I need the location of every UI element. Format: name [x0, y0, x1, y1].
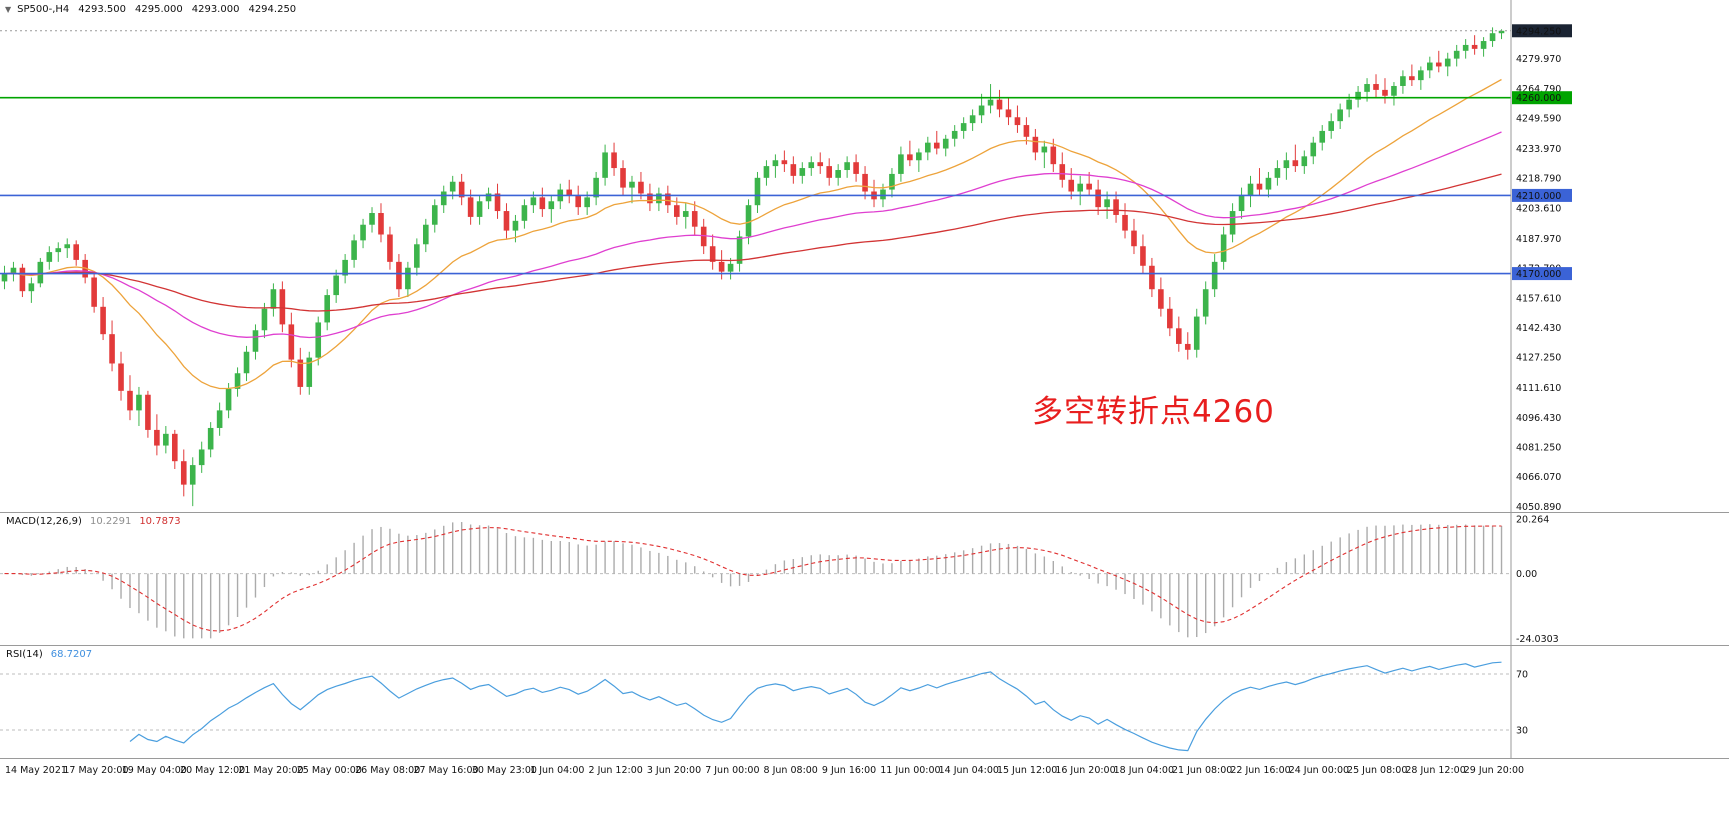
macd-signal-line	[4, 525, 1502, 632]
time-axis-label: 24 Jun 00:00	[1288, 765, 1350, 776]
time-axis-label: 3 Jun 20:00	[646, 765, 702, 776]
main-chart-canvas[interactable]: 4279.970 4264.790 4249.590 4233.970 4218.790…	[0, 0, 1729, 512]
macd-scale-label: 0.00	[1516, 569, 1537, 580]
time-axis-label: 14 Jun 04:00	[938, 765, 999, 776]
rsi-value: 68.7207	[50, 649, 93, 660]
time-axis-label: 21 Jun 08:00	[1172, 765, 1233, 776]
time-axis-label: 26 May 08:00	[355, 765, 421, 776]
svg-text:4170.000: 4170.000	[1516, 269, 1561, 280]
svg-text:4294.250: 4294.250	[1516, 26, 1561, 37]
rsi-title: RSI(14)	[6, 649, 43, 660]
macd-canvas[interactable]: 20.264 0.00 -24.0303	[0, 513, 1729, 645]
macd-value-signal: 10.7873	[139, 516, 181, 527]
macd-histogram	[12, 522, 1503, 639]
svg-text:4233.970: 4233.970	[1516, 144, 1561, 155]
rsi-canvas[interactable]: 70 30	[0, 646, 1729, 758]
candlestick-layer	[1, 27, 1505, 507]
ohlc-close: 4294.250	[248, 4, 297, 15]
time-axis-label: 1 Jun 04:00	[530, 765, 585, 776]
price-scale-labels[interactable]: 4279.970 4264.790 4249.590 4233.970 4218.790…	[1516, 54, 1561, 512]
main-chart-panel[interactable]: 4279.970 4264.790 4249.590 4233.970 4218.790…	[0, 0, 1729, 512]
svg-text:4127.250: 4127.250	[1516, 353, 1561, 364]
ohlc-low: 4293.000	[191, 4, 240, 15]
price-tag-4260.000: 4260.000	[1512, 91, 1572, 105]
time-axis-label: 15 Jun 12:00	[996, 765, 1058, 776]
time-axis-label: 19 May 04:00	[121, 765, 187, 776]
time-axis-label: 20 May 12:00	[180, 765, 246, 776]
svg-text:4279.970: 4279.970	[1516, 54, 1561, 65]
svg-text:4264.790: 4264.790	[1516, 84, 1561, 95]
ohlc-toggle-icon[interactable]: ▼	[5, 5, 12, 14]
annotation-text[interactable]: 多空转折点4260	[1032, 394, 1275, 430]
svg-text:4249.590: 4249.590	[1516, 114, 1561, 125]
svg-text:4066.070: 4066.070	[1516, 472, 1561, 483]
time-axis-label: 25 May 00:00	[296, 765, 362, 776]
svg-text:4157.610: 4157.610	[1516, 293, 1561, 304]
rsi-line	[129, 661, 1502, 752]
time-axis-label: 25 Jun 08:00	[1347, 765, 1408, 776]
macd-panel[interactable]: 20.264 0.00 -24.0303 MACD(12,26,9) 10.2291…	[0, 512, 1729, 645]
time-axis-label: 8 Jun 08:00	[763, 765, 818, 776]
ma-slow-line	[4, 173, 1502, 312]
rsi-scale-label: 70	[1516, 670, 1528, 681]
svg-text:4111.610: 4111.610	[1516, 383, 1561, 394]
macd-title: MACD(12,26,9)	[6, 516, 82, 527]
ohlc-open: 4293.500	[78, 4, 127, 15]
svg-text:4203.610: 4203.610	[1516, 203, 1561, 214]
time-axis-label: 30 May 23:00	[471, 765, 537, 776]
chart-header: ▼ SP500-,H4 4293.500 4295.000 4293.000 4…	[5, 4, 296, 15]
time-axis-label: 17 May 20:00	[63, 765, 129, 776]
chart-symbol-timeframe: SP500-,H4	[17, 4, 70, 15]
time-axis-label: 29 Jun 20:00	[1463, 765, 1525, 776]
macd-header: MACD(12,26,9) 10.2291 10.7873	[6, 516, 181, 527]
svg-text:4081.250: 4081.250	[1516, 443, 1561, 454]
time-axis-label: 2 Jun 12:00	[588, 765, 643, 776]
svg-text:4210.000: 4210.000	[1516, 191, 1561, 202]
price-tag-4210.000: 4210.000	[1512, 188, 1572, 202]
svg-text:4187.970: 4187.970	[1516, 234, 1561, 245]
rsi-panel[interactable]: 70 30 RSI(14) 68.7207	[0, 645, 1729, 758]
svg-text:4260.000: 4260.000	[1516, 93, 1561, 104]
time-axis-label: 9 Jun 16:00	[821, 765, 877, 776]
macd-scale-label: -24.0303	[1516, 634, 1559, 645]
macd-value-main: 10.2291	[89, 516, 132, 527]
ma-mid-line	[4, 131, 1502, 339]
time-axis-label: 21 May 20:00	[238, 765, 304, 776]
ma-fast-line	[4, 78, 1502, 390]
time-axis[interactable]: 14 May 2021 17 May 20:00 19 May 04:00 20 Ma…	[0, 758, 1729, 790]
macd-scale-label: 20.264	[1516, 515, 1549, 526]
svg-text:4142.430: 4142.430	[1516, 323, 1561, 334]
time-axis-label: 14 May 2021	[5, 765, 67, 776]
rsi-scale-label: 30	[1516, 726, 1528, 737]
rsi-header: RSI(14) 68.7207	[6, 649, 92, 660]
price-tag-4294.250: 4294.250	[1512, 24, 1572, 38]
time-axis-label: 22 Jun 16:00	[1230, 765, 1291, 776]
time-axis-label: 27 May 16:00	[413, 765, 479, 776]
price-tag-4170.000: 4170.000	[1512, 267, 1572, 281]
time-axis-label: 11 Jun 00:00	[880, 765, 941, 776]
time-axis-label: 18 Jun 04:00	[1113, 765, 1174, 776]
ohlc-high: 4295.000	[135, 4, 183, 15]
time-axis-label: 7 Jun 00:00	[705, 765, 760, 776]
svg-text:4096.430: 4096.430	[1516, 413, 1561, 424]
svg-text:4050.890: 4050.890	[1516, 502, 1561, 512]
time-axis-label: 28 Jun 12:00	[1405, 765, 1466, 776]
time-axis-label: 16 Jun 20:00	[1055, 765, 1116, 776]
svg-text:4218.790: 4218.790	[1516, 174, 1561, 185]
